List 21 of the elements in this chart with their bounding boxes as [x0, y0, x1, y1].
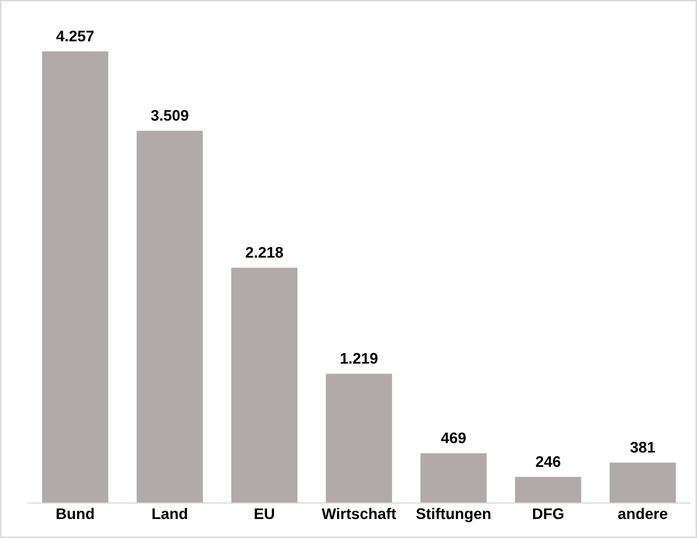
bar — [231, 268, 298, 504]
bar — [420, 453, 487, 504]
bar — [610, 462, 676, 504]
data-label: 469 — [441, 432, 466, 444]
bar — [326, 374, 392, 504]
x-tick-label: Bund — [56, 508, 94, 520]
data-label: 2.218 — [246, 246, 284, 258]
bar — [136, 130, 203, 504]
x-tick-label: DFG — [533, 508, 564, 520]
x-tick-label: EU — [254, 508, 274, 520]
bar — [42, 51, 108, 504]
bar — [515, 476, 582, 504]
x-tick-label: Stiftungen — [416, 508, 490, 522]
data-label: 381 — [630, 442, 656, 453]
x-tick-label: andere — [618, 508, 668, 520]
data-label: 1.219 — [340, 352, 378, 364]
data-label: 246 — [536, 456, 560, 467]
x-tick-label: Land — [152, 508, 188, 520]
x-tick-label: Wirtschaft — [322, 508, 396, 520]
data-label: 4.257 — [56, 30, 94, 42]
data-label: 3.509 — [151, 110, 188, 121]
